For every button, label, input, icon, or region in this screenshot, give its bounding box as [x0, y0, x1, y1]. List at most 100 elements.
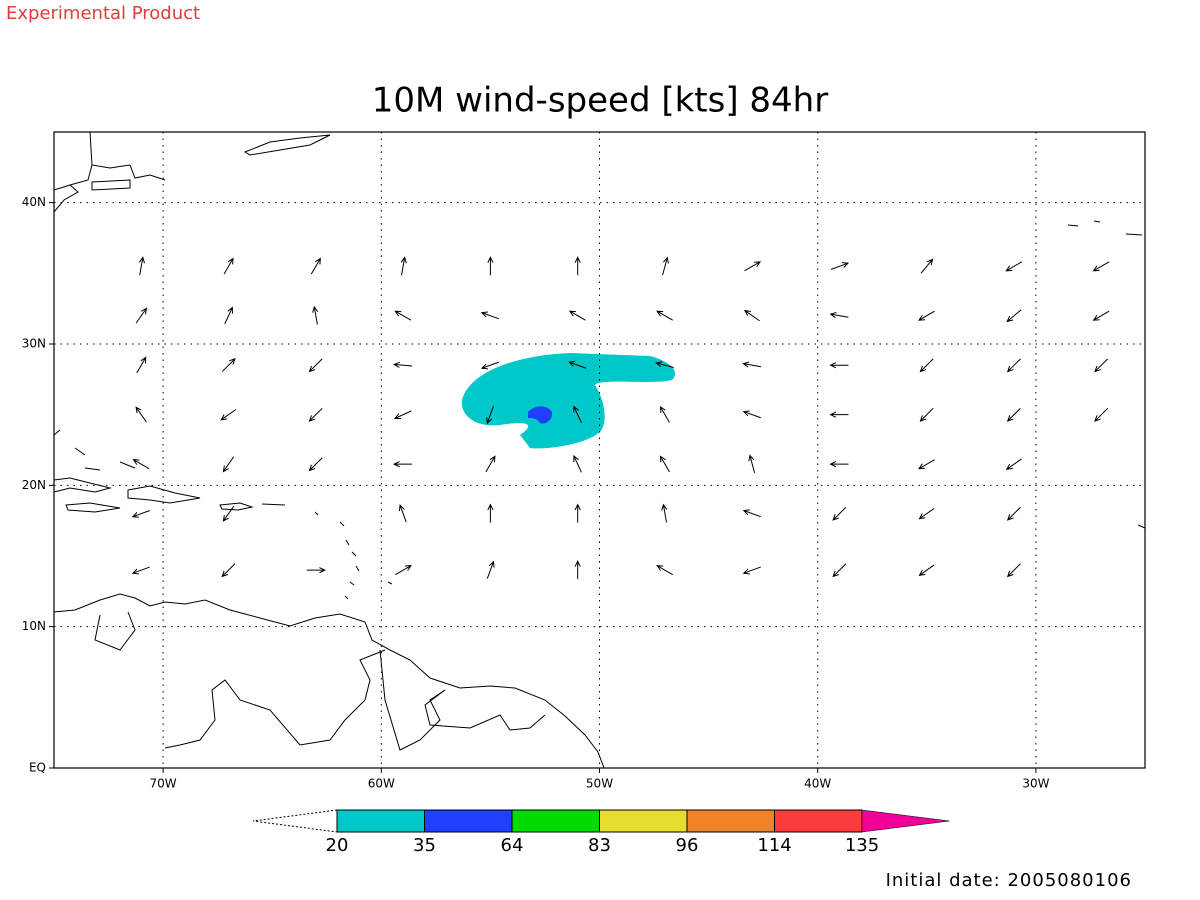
- wind-area-35kt: [528, 406, 553, 424]
- lon-tick-label: 70W: [150, 777, 177, 791]
- colorbar-box: [599, 809, 688, 833]
- wind-arrow: [744, 261, 762, 272]
- wind-arrow: [486, 406, 494, 425]
- lon-tick-label: 60W: [368, 777, 395, 791]
- wind-arrow: [656, 310, 674, 321]
- wind-arrow: [659, 455, 670, 473]
- wind-arrow: [221, 563, 236, 578]
- colorbar-label: 83: [588, 835, 611, 856]
- colorbar-low-end: [252, 809, 338, 833]
- wind-arrow: [306, 567, 326, 574]
- map-frame: [53, 131, 1146, 769]
- wind-vectors: [131, 256, 1110, 580]
- colorbar-box: [424, 809, 513, 833]
- wind-arrow: [919, 407, 934, 422]
- wind-arrow: [661, 503, 668, 523]
- wind-arrow: [400, 256, 407, 276]
- wind-arrow: [480, 311, 500, 320]
- wind-arrow: [1094, 358, 1109, 373]
- wind-arrow: [485, 455, 496, 473]
- wind-arrow: [132, 459, 150, 470]
- wind-arrow: [829, 312, 849, 319]
- lat-tick-label: 10N: [22, 619, 46, 633]
- wind-area-20kt: [461, 353, 676, 449]
- wind-arrow: [393, 361, 413, 368]
- wind-arrow: [135, 406, 147, 423]
- lon-tick-label: 40W: [804, 777, 831, 791]
- wind-arrow: [1094, 407, 1109, 422]
- wind-arrow: [748, 454, 756, 473]
- wind-arrow: [1092, 310, 1110, 321]
- map-title: 10M wind-speed [kts] 84hr: [372, 81, 828, 121]
- wind-arrow: [136, 356, 147, 374]
- wind-arrow: [220, 409, 237, 421]
- wind-arrow: [573, 405, 582, 424]
- wind-arrow: [486, 560, 495, 579]
- wind-arrow: [573, 454, 582, 473]
- wind-arrow: [832, 563, 847, 578]
- wind-arrow: [1006, 506, 1021, 521]
- wind-arrow: [742, 509, 761, 518]
- wind-arrow: [568, 361, 587, 369]
- wind-arrow: [308, 407, 323, 422]
- colorbar-box: [774, 809, 863, 833]
- wind-arrow: [918, 508, 935, 520]
- colorbar-box: [511, 809, 600, 833]
- initial-date: Initial date: 2005080106: [886, 870, 1132, 891]
- graticule: 70W 60W 50W 40W 30W EQ 10N 20N 30N 40N: [22, 132, 1145, 791]
- lat-tick-label: 40N: [22, 195, 46, 209]
- wind-arrow: [574, 503, 581, 523]
- wind-arrow: [308, 457, 323, 472]
- wind-arrow: [1006, 407, 1021, 422]
- wind-arrow: [224, 306, 233, 325]
- wind-arrow: [135, 307, 148, 324]
- colorbar-high-end: [861, 809, 950, 833]
- wind-arrow: [1006, 563, 1021, 578]
- wind-arrow: [487, 503, 494, 523]
- colorbar-box: [686, 809, 775, 833]
- lat-tick-label: 30N: [22, 337, 46, 351]
- wind-arrow: [131, 566, 150, 575]
- wind-arrow: [221, 358, 236, 372]
- wind-arrow: [308, 358, 323, 373]
- product-label: Experimental Product: [6, 3, 200, 24]
- wind-arrow: [742, 410, 761, 419]
- colorbar-label: 35: [413, 835, 436, 856]
- lon-tick-label: 50W: [586, 777, 613, 791]
- wind-arrow: [1005, 261, 1023, 272]
- wind-arrow: [574, 256, 581, 276]
- lat-tick-label: EQ: [29, 761, 46, 775]
- wind-arrow: [568, 310, 586, 321]
- wind-arrow: [392, 461, 413, 468]
- wind-arrow: [832, 506, 847, 521]
- wind-arrow: [312, 305, 319, 325]
- wind-arrow: [131, 510, 150, 518]
- wind-arrow: [918, 459, 935, 470]
- wind-arrow: [656, 565, 674, 576]
- colorbar-label: 20: [326, 835, 349, 856]
- coastlines: [53, 131, 1146, 769]
- wind-arrow: [395, 565, 412, 576]
- wind-arrow: [574, 559, 581, 580]
- wind-arrow: [829, 411, 849, 418]
- wind-arrow: [743, 309, 760, 322]
- wind-arrow: [918, 310, 935, 321]
- wind-arrow: [222, 456, 235, 473]
- wind-arrow: [662, 256, 669, 276]
- wind-arrow: [742, 566, 761, 575]
- wind-arrow: [655, 361, 674, 369]
- wind-arrow: [394, 310, 412, 321]
- wind-arrow: [480, 361, 500, 370]
- wind-arrow: [829, 461, 849, 468]
- wind-arrow: [310, 257, 321, 275]
- wind-arrow: [223, 257, 234, 275]
- colorbar-label: 135: [845, 835, 879, 856]
- wind-arrow: [919, 358, 934, 373]
- wind-arrow: [222, 505, 235, 522]
- wind-arrow: [1006, 309, 1022, 323]
- colorbar-label: 96: [676, 835, 699, 856]
- wind-arrow: [393, 410, 412, 420]
- colorbar-label: 64: [501, 835, 524, 856]
